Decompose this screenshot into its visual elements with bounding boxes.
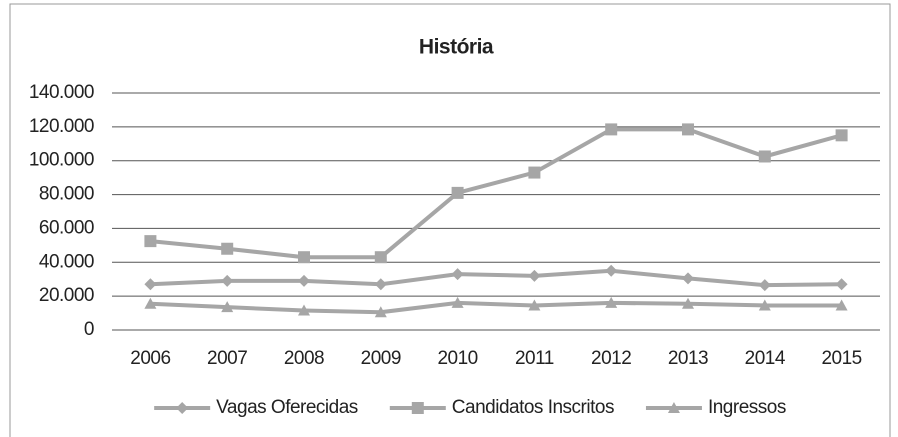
data-point [451, 186, 464, 199]
legend-label: Candidatos Inscritos [452, 397, 614, 418]
series-line [150, 127, 843, 260]
x-tick-label: 2010 [437, 348, 477, 369]
data-point [758, 299, 771, 311]
data-point [682, 123, 694, 136]
y-tick-label: 0 [84, 319, 94, 340]
y-tick-label: 120.000 [29, 116, 94, 137]
data-point [374, 251, 387, 264]
y-tick-label: 100.000 [29, 150, 94, 171]
data-point [144, 297, 157, 309]
data-point [528, 269, 541, 282]
data-point [758, 279, 771, 292]
data-point [221, 274, 234, 287]
legend-marker [411, 402, 424, 414]
data-point [682, 297, 694, 309]
y-tick-label: 20.000 [39, 285, 94, 306]
x-tick-label: 2007 [207, 348, 247, 369]
y-tick-label: 60.000 [39, 217, 94, 238]
data-point [835, 299, 848, 311]
data-point [605, 123, 618, 136]
data-point [298, 251, 310, 264]
data-point [298, 274, 310, 287]
data-point [682, 272, 694, 285]
y-tick-label: 80.000 [39, 184, 94, 205]
data-point [528, 299, 541, 311]
legend-label: Vagas Oferecidas [216, 397, 358, 418]
data-point [605, 296, 618, 308]
x-tick-label: 2013 [668, 348, 708, 369]
y-tick-label: 40.000 [39, 251, 94, 272]
series-line [150, 300, 842, 315]
data-point [144, 235, 157, 248]
x-tick-label: 2015 [821, 348, 861, 369]
chart-frame [9, 3, 891, 437]
legend-marker [176, 402, 189, 414]
data-point [528, 166, 541, 179]
data-point [605, 264, 618, 277]
x-tick-label: 2006 [130, 348, 170, 369]
data-point [221, 242, 234, 255]
data-point [374, 278, 387, 291]
data-point [451, 296, 464, 308]
data-point [451, 268, 464, 281]
data-point [758, 150, 771, 163]
x-tick-label: 2012 [591, 348, 631, 369]
legend-label: Ingressos [708, 397, 786, 418]
x-tick-label: 2009 [361, 348, 401, 369]
data-point [374, 306, 387, 318]
data-point [298, 304, 310, 316]
series-line [150, 268, 842, 288]
data-point [835, 129, 848, 142]
x-tick-label: 2008 [284, 348, 324, 369]
y-tick-label: 140.000 [29, 82, 94, 103]
chart-title: História [419, 36, 494, 59]
data-point [144, 278, 157, 291]
x-tick-label: 2011 [515, 348, 554, 369]
data-point [221, 301, 234, 313]
x-tick-label: 2014 [745, 348, 786, 369]
legend-marker [667, 402, 680, 413]
data-point [835, 278, 848, 291]
